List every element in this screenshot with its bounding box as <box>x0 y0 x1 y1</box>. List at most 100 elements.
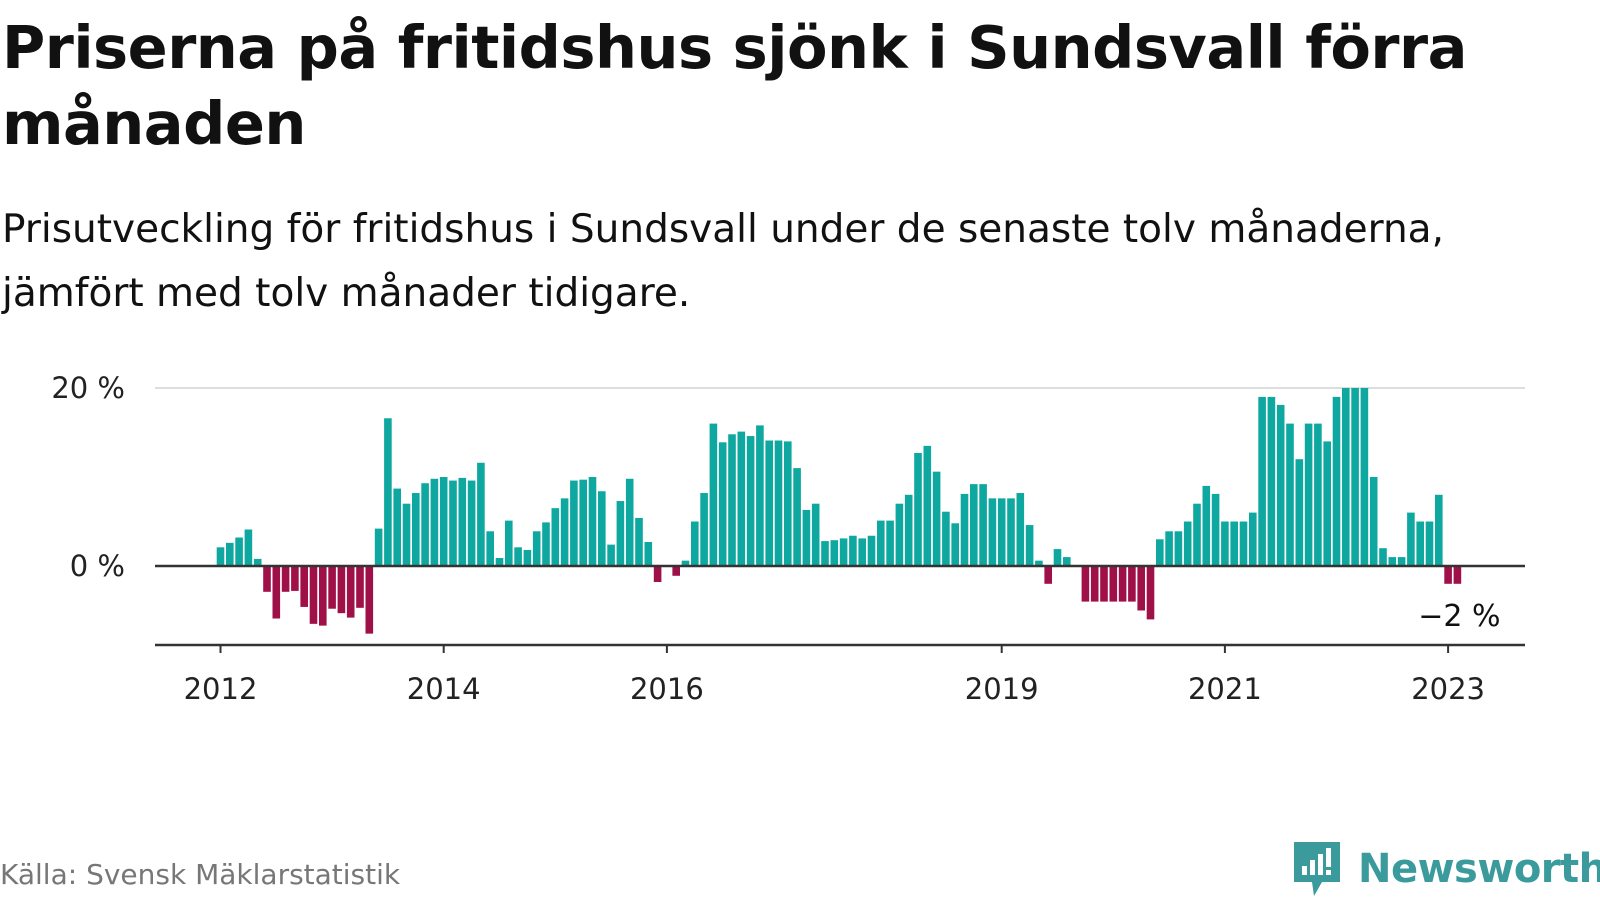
bar <box>746 436 755 566</box>
y-tick-label: 0 % <box>70 549 125 583</box>
bar <box>449 480 457 566</box>
bar <box>226 542 234 566</box>
bar <box>402 503 411 566</box>
bar <box>263 566 271 592</box>
bar <box>1193 503 1201 566</box>
bar <box>1137 566 1145 611</box>
bar <box>728 434 736 566</box>
bar <box>365 566 374 634</box>
bar <box>784 441 792 566</box>
bar <box>1397 557 1406 566</box>
bar <box>737 431 746 566</box>
bar <box>291 566 299 591</box>
bar <box>1435 494 1443 566</box>
bar <box>988 498 997 566</box>
bar <box>551 508 560 566</box>
newsworthy-logo[interactable]: Newsworthy <box>1292 840 1600 898</box>
bar <box>1063 557 1071 566</box>
bar <box>914 452 922 566</box>
bar <box>756 425 764 566</box>
bar <box>1342 388 1350 566</box>
source-note: Källa: Svensk Mäklarstatistik <box>0 858 401 891</box>
last-value-label: −2 % <box>1418 599 1500 634</box>
bar <box>1407 512 1415 566</box>
bar <box>570 480 578 566</box>
bar <box>1016 493 1025 566</box>
bar <box>309 566 318 624</box>
bar <box>1323 441 1331 566</box>
bar <box>1314 423 1322 566</box>
bar <box>1379 548 1387 566</box>
bar <box>1221 521 1229 566</box>
bar <box>932 471 941 566</box>
bar <box>1425 521 1434 566</box>
bar <box>1369 477 1378 566</box>
bar <box>802 509 811 566</box>
x-tick-label: 2012 <box>184 672 258 706</box>
bar <box>579 479 587 566</box>
x-tick-label: 2016 <box>630 672 704 706</box>
x-tick-label: 2014 <box>407 672 481 706</box>
bar <box>774 440 783 566</box>
bar <box>598 491 606 566</box>
bar <box>970 484 978 566</box>
bar <box>942 511 950 566</box>
bar <box>1128 566 1136 602</box>
bar <box>412 493 420 566</box>
bar <box>235 537 243 566</box>
axes <box>155 564 1525 653</box>
bar <box>458 477 467 566</box>
bar <box>1174 531 1183 566</box>
bar <box>886 520 894 566</box>
bar <box>477 462 485 566</box>
bar <box>328 566 336 609</box>
bar <box>272 566 281 619</box>
bar <box>1304 423 1313 566</box>
bar <box>1044 566 1052 584</box>
bar <box>923 445 932 566</box>
bar <box>1230 521 1238 566</box>
bar <box>356 566 364 608</box>
bar <box>1183 521 1192 566</box>
bar <box>1202 485 1211 566</box>
bar <box>718 442 727 566</box>
bar <box>486 531 494 566</box>
bar <box>951 523 959 566</box>
bar <box>505 520 513 566</box>
bar <box>644 541 653 566</box>
bar <box>904 494 913 566</box>
bar <box>1267 396 1276 566</box>
bar <box>300 566 308 607</box>
bar <box>709 423 718 566</box>
bar <box>839 538 848 566</box>
bar <box>635 517 643 566</box>
bar <box>607 544 615 566</box>
bar <box>393 488 401 566</box>
bar <box>616 501 625 566</box>
bar <box>625 478 634 566</box>
bar <box>467 480 476 566</box>
bar <box>1453 566 1462 584</box>
bar <box>793 468 801 566</box>
bar <box>384 418 392 566</box>
bar <box>1258 396 1266 566</box>
bar <box>1118 566 1127 602</box>
bar <box>1351 388 1359 566</box>
bar <box>653 566 662 583</box>
bars <box>216 388 1462 634</box>
bar <box>681 560 690 566</box>
bar <box>1100 566 1108 602</box>
bar <box>672 566 680 576</box>
bar <box>560 498 569 566</box>
bar <box>895 503 904 566</box>
bar <box>430 478 439 566</box>
bar-chart: 0 % 20 % 2012 2014 2016 2019 2021 2023 −2 % <box>51 371 1525 706</box>
bar <box>1109 566 1118 602</box>
bar <box>1035 560 1043 566</box>
bar <box>821 541 829 566</box>
bar <box>1053 549 1062 566</box>
bar <box>1165 531 1173 566</box>
bar <box>1211 493 1220 566</box>
bar <box>374 528 383 566</box>
bar <box>523 549 532 566</box>
